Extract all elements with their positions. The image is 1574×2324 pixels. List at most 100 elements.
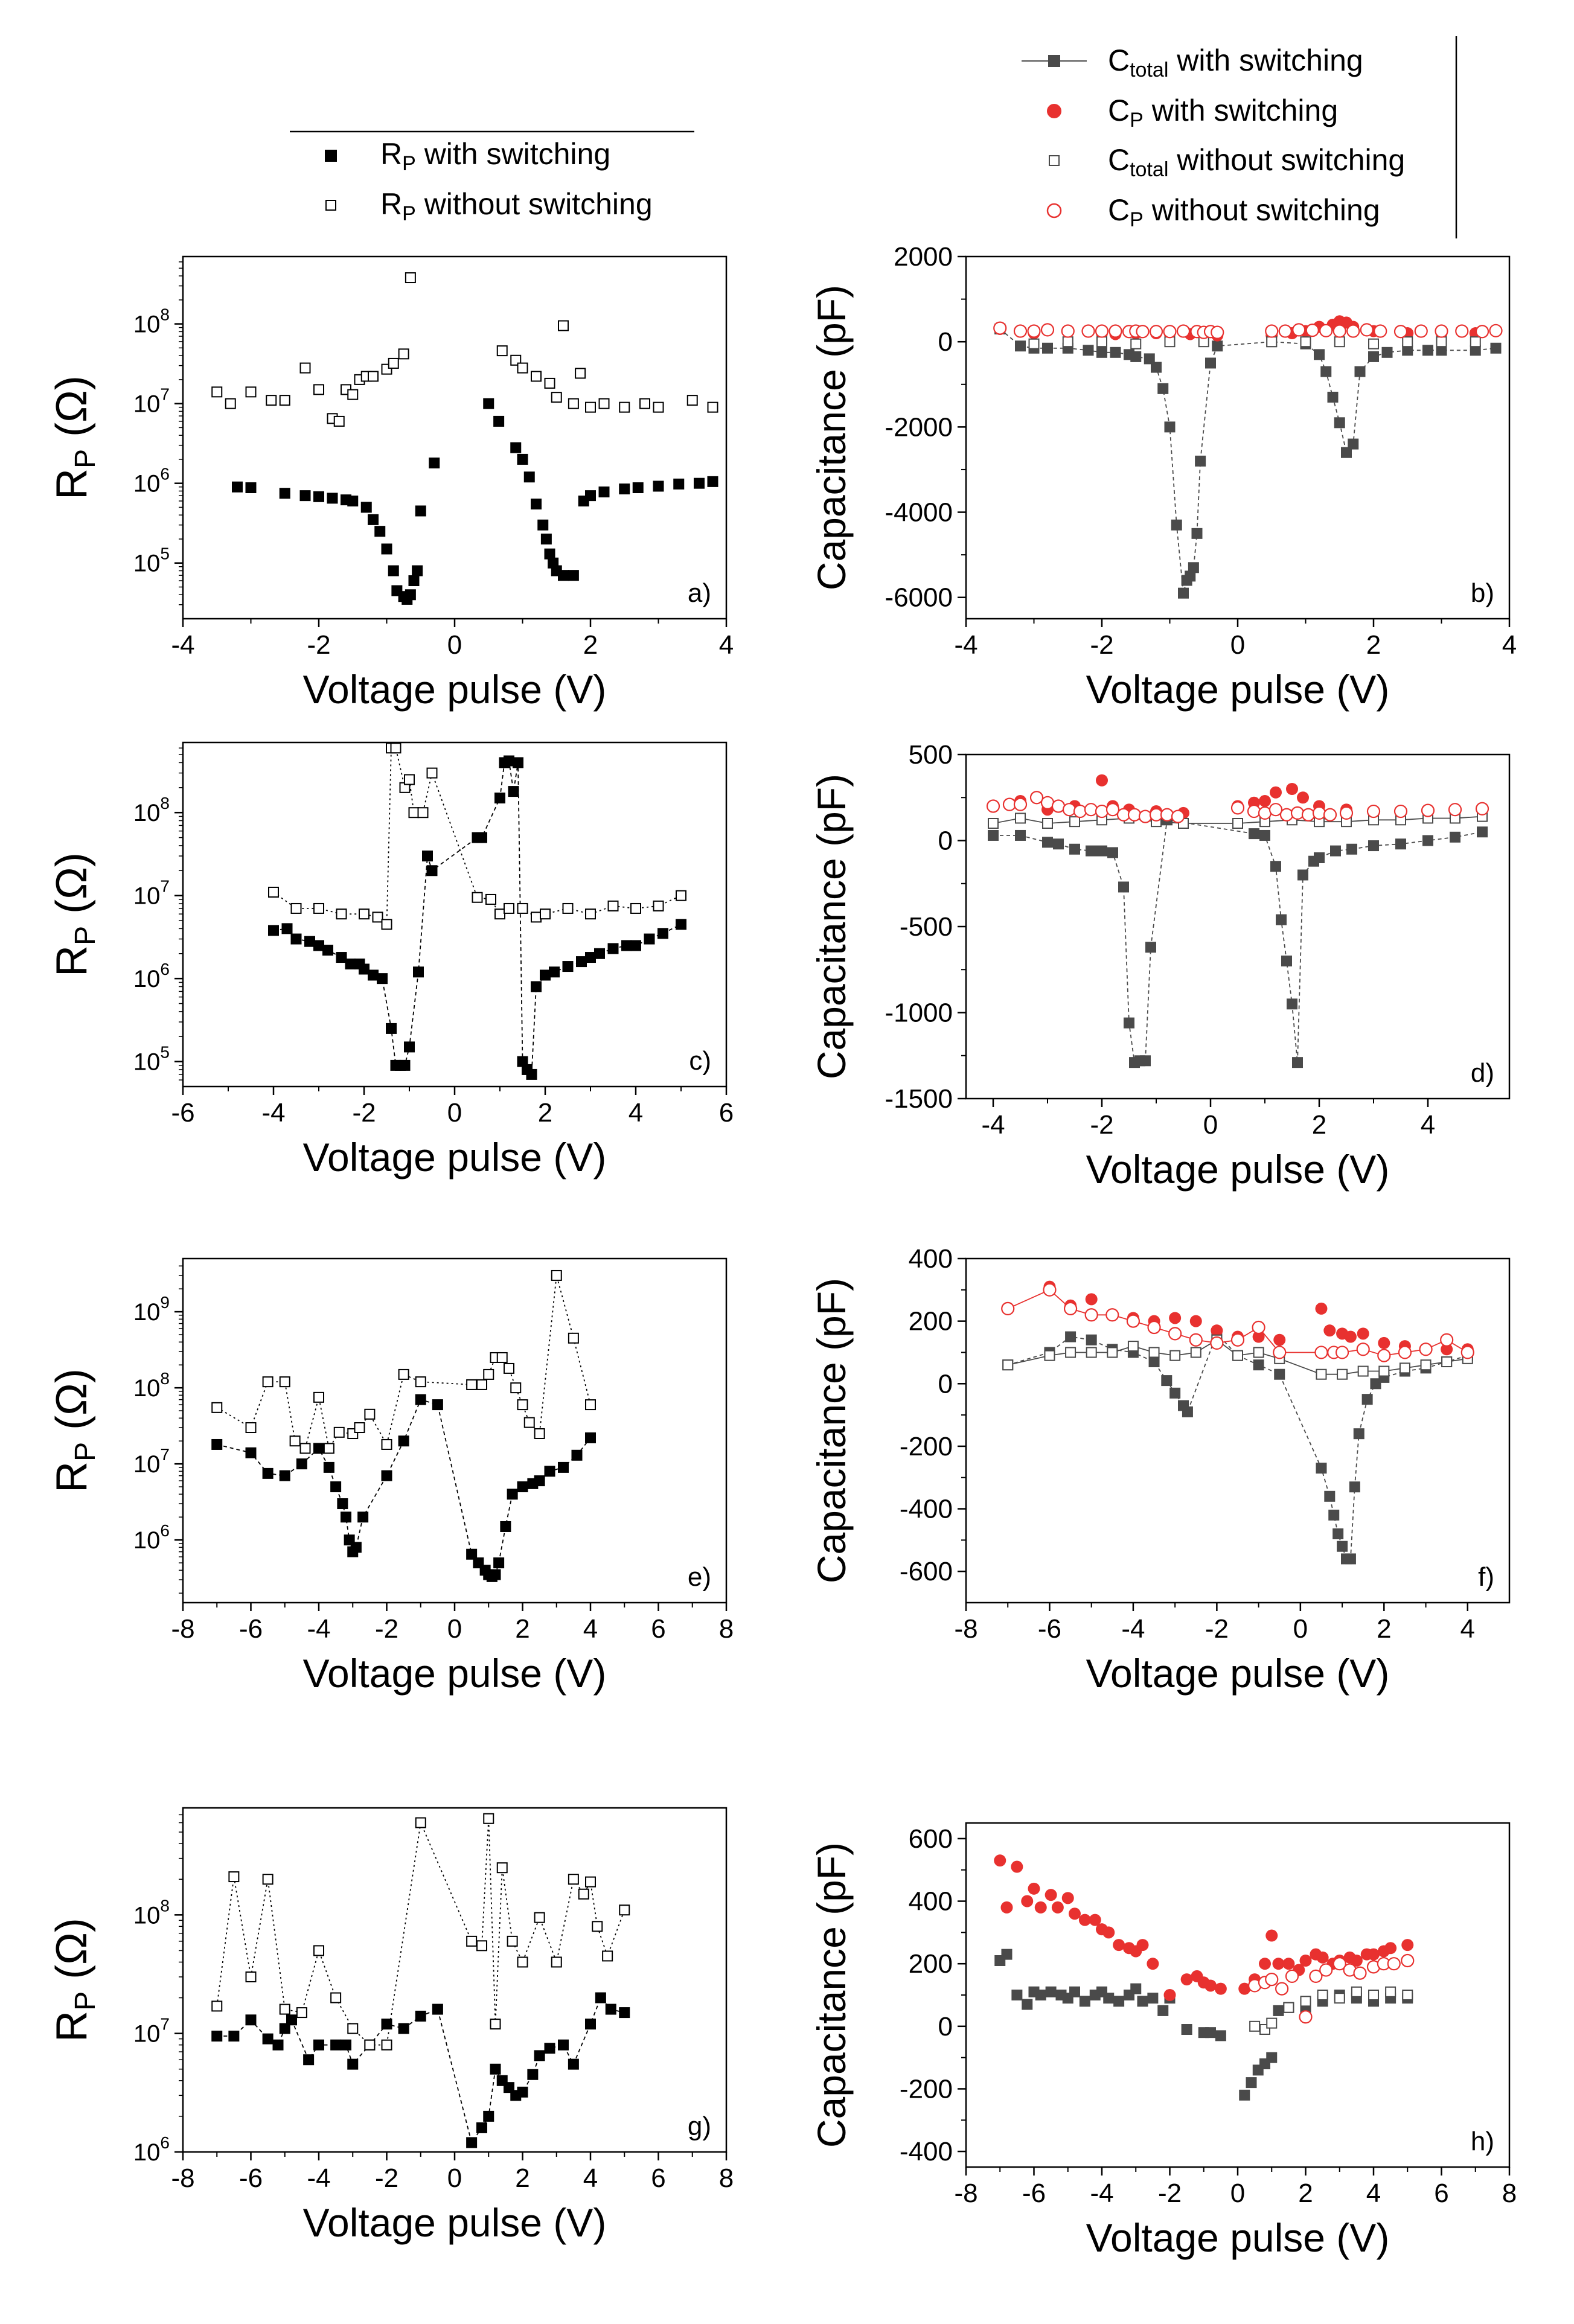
data-point [245, 1971, 257, 1982]
x-axis-label: Voltage pulse (V) [303, 1135, 607, 1180]
data-point [313, 491, 324, 502]
data-point [504, 902, 514, 914]
series-rp-nosw-l [268, 742, 686, 930]
data-point [1000, 1901, 1013, 1914]
x-tick-label: 4 [583, 1614, 598, 1644]
data-point [422, 851, 433, 862]
data-point [1401, 1939, 1414, 1952]
data-point [388, 357, 399, 369]
data-point [432, 2003, 443, 2015]
data-point [1435, 324, 1448, 338]
x-tick-label: 4 [719, 630, 734, 660]
data-point [676, 890, 686, 901]
data-point [568, 1874, 579, 1885]
data-point [994, 1854, 1006, 1867]
data-point [1045, 1986, 1057, 1997]
data-point [1042, 342, 1053, 354]
legend-label-cp-nosw: CP without switching [1108, 193, 1380, 231]
data-point [1419, 1342, 1433, 1356]
data-point [1102, 1926, 1115, 1939]
x-tick-label: -2 [307, 630, 330, 660]
data-point [266, 395, 277, 406]
data-point [388, 565, 399, 576]
y-tick-label: 107 [133, 385, 170, 418]
data-point [1265, 1972, 1279, 1987]
series-cp-nosw [1248, 1953, 1415, 2024]
data-point [1300, 336, 1311, 348]
x-tick-label: 4 [583, 2163, 598, 2193]
x-tick-label: 2 [538, 1098, 552, 1128]
data-point [211, 1402, 223, 1413]
data-point [1130, 338, 1142, 350]
data-point [476, 2122, 487, 2133]
x-tick-label: -2 [1090, 1110, 1113, 1140]
data-point [1086, 1334, 1097, 1346]
data-point [1140, 1055, 1151, 1067]
data-point [1069, 816, 1080, 828]
y-axis-label: RP (Ω) [48, 1918, 101, 2042]
data-point [466, 1935, 478, 1947]
data-point [686, 395, 698, 406]
data-point [1259, 1958, 1271, 1970]
data-point [1195, 455, 1206, 467]
data-point [592, 1921, 603, 1932]
data-point [1028, 338, 1040, 350]
data-point [707, 476, 718, 487]
data-point [676, 919, 686, 930]
data-point [576, 956, 587, 968]
series-rp-sw-l [268, 755, 686, 1080]
data-point [268, 925, 279, 936]
data-point [517, 1481, 528, 1493]
x-tick-label: 0 [447, 2163, 462, 2193]
data-point [1238, 1982, 1251, 1995]
data-point [568, 1332, 579, 1344]
data-point [540, 908, 551, 920]
data-point [359, 908, 370, 920]
data-point [986, 799, 1000, 813]
data-point [1268, 803, 1283, 817]
data-point [540, 969, 551, 981]
data-point [1136, 1939, 1149, 1952]
data-point [1274, 1368, 1285, 1380]
data-point [1292, 1057, 1303, 1068]
series-rp-sw-l [211, 1394, 596, 1582]
data-point [1450, 831, 1460, 843]
data-point [551, 1956, 562, 1968]
data-point [336, 952, 347, 963]
data-point [1319, 324, 1333, 337]
data-point [483, 1813, 494, 1824]
data-point [1081, 324, 1095, 338]
x-tick-label: 0 [1230, 2179, 1245, 2208]
data-point [1043, 1283, 1057, 1297]
data-point [1378, 1365, 1390, 1377]
data-point [1169, 1350, 1181, 1361]
data-point [594, 948, 605, 959]
data-point [1168, 1327, 1182, 1341]
data-point [1278, 324, 1292, 338]
x-tick-label: -4 [261, 1098, 285, 1128]
y-tick-label: 106 [133, 1521, 170, 1554]
data-point [1147, 1958, 1159, 1970]
y-tick-label: 106 [133, 465, 170, 497]
data-point [1247, 804, 1261, 819]
x-tick-label: 6 [651, 1614, 665, 1644]
data-point [1086, 1347, 1097, 1358]
data-point [540, 533, 552, 544]
x-axis-label: Voltage pulse (V) [1086, 1651, 1390, 1696]
data-point [551, 392, 562, 403]
data-point [1096, 346, 1107, 358]
data-point [1126, 1314, 1141, 1328]
data-point [1266, 336, 1278, 348]
data-point [1180, 1973, 1193, 1986]
data-point [381, 1438, 392, 1450]
data-point [1337, 1368, 1348, 1380]
data-point [289, 1435, 301, 1447]
data-point [1477, 826, 1488, 838]
data-point [1270, 786, 1282, 799]
data-point [1350, 1955, 1363, 1967]
data-point [211, 2000, 223, 2012]
y-tick-label: 400 [909, 1887, 953, 1917]
data-point [1178, 587, 1189, 599]
data-point [299, 490, 311, 502]
y-axis-label: RP (Ω) [48, 852, 101, 977]
